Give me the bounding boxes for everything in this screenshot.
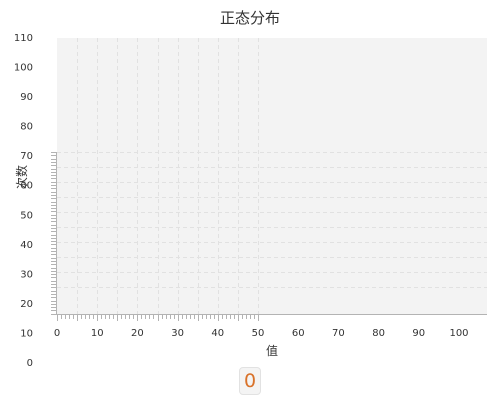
chart-title: 正态分布 (220, 9, 280, 27)
y-tick-labels: 0 10 20 30 40 50 60 70 80 90 100 110 (14, 33, 33, 369)
x-tick-label: 0 (54, 328, 60, 339)
y-tick-label: 60 (20, 181, 33, 192)
y-axis-label: 次数 (14, 165, 29, 189)
y-tick-label: 10 (20, 328, 33, 339)
y-tick-label: 40 (20, 240, 33, 251)
y-tick-label: 20 (20, 299, 33, 310)
plot-area (57, 38, 487, 314)
y-minor-ticks (51, 152, 56, 315)
y-tick-label: 80 (20, 122, 33, 133)
x-minor-ticks (57, 315, 259, 321)
x-tick-label: 100 (449, 328, 468, 339)
y-tick-label: 0 (27, 358, 33, 369)
x-axis-label: 值 (266, 343, 278, 358)
horizontal-gridlines (57, 152, 487, 288)
x-tick-label: 60 (292, 328, 305, 339)
y-tick-label: 70 (20, 151, 33, 162)
x-tick-label: 40 (211, 328, 224, 339)
y-tick-label: 30 (20, 269, 33, 280)
x-tick-label: 20 (131, 328, 144, 339)
vertical-gridlines (77, 38, 259, 314)
y-tick-label: 90 (20, 92, 33, 103)
x-tick-label: 50 (252, 328, 265, 339)
x-tick-label: 70 (332, 328, 345, 339)
y-tick-label: 110 (14, 33, 33, 44)
x-tick-label: 90 (412, 328, 425, 339)
counter-value: 0 (239, 367, 261, 395)
y-tick-label: 100 (14, 63, 33, 74)
y-tick-label: 50 (20, 210, 33, 221)
x-tick-label: 10 (91, 328, 104, 339)
x-tick-label: 80 (372, 328, 385, 339)
x-tick-labels: 0 10 20 30 40 50 60 70 80 90 100 (54, 328, 469, 339)
x-tick-label: 30 (171, 328, 184, 339)
